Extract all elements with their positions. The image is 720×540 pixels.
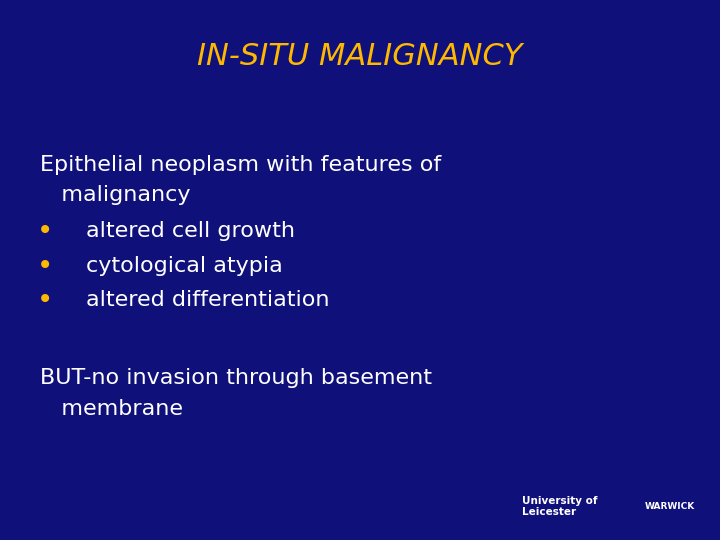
Text: altered differentiation: altered differentiation: [86, 290, 330, 310]
Text: WARWICK: WARWICK: [644, 502, 695, 511]
Text: •: •: [37, 217, 53, 245]
Text: Epithelial neoplasm with features of: Epithelial neoplasm with features of: [40, 154, 441, 175]
Text: •: •: [37, 286, 53, 314]
Text: altered cell growth: altered cell growth: [86, 221, 295, 241]
Text: IN-SITU MALIGNANCY: IN-SITU MALIGNANCY: [197, 42, 523, 71]
Text: malignancy: malignancy: [40, 185, 190, 206]
Text: University of
Leicester: University of Leicester: [522, 496, 598, 517]
Text: cytological atypia: cytological atypia: [86, 255, 283, 276]
Text: •: •: [37, 252, 53, 280]
Text: BUT-no invasion through basement: BUT-no invasion through basement: [40, 368, 431, 388]
Text: membrane: membrane: [40, 399, 183, 419]
